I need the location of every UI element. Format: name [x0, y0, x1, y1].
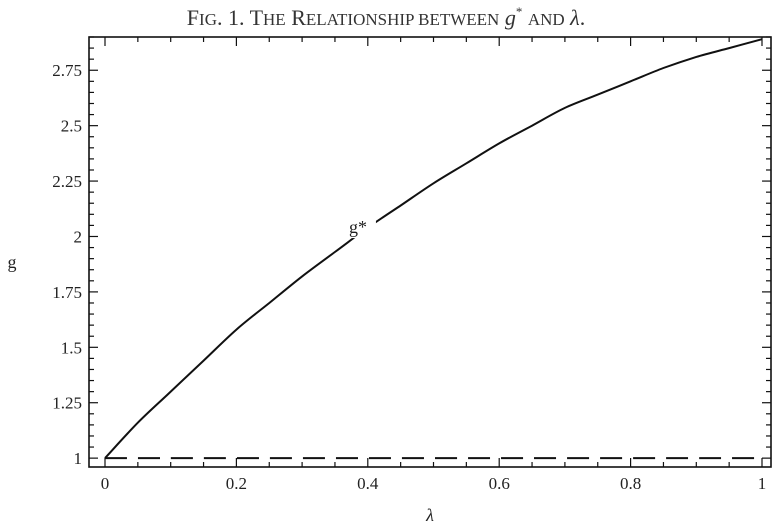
y-tick-label: 1.75	[52, 283, 82, 302]
x-tick-label: 0.2	[226, 474, 247, 493]
x-tick-label: 0.8	[620, 474, 641, 493]
series-line-g-star	[104, 38, 763, 459]
y-tick-labels: 1 1.25 1.5 1.75 2 2.25 2.5 2.75	[52, 61, 82, 468]
x-tick-label: 0.4	[357, 474, 379, 493]
figure-title: FIG. 1. THE RELATIONSHIP BETWEEN g* AND …	[187, 4, 585, 30]
title-part: .	[580, 5, 586, 30]
y-tick-label: 2.75	[52, 61, 82, 80]
series-group: g*	[104, 38, 763, 460]
x-tick-label: 0	[101, 474, 110, 493]
axis-ticks	[89, 36, 771, 467]
x-tick-label: 1	[758, 474, 767, 493]
title-part: R	[286, 5, 307, 30]
title-part: AND	[528, 10, 565, 29]
plot-frame	[88, 36, 772, 468]
title-part: HE	[263, 10, 286, 29]
y-tick-label: 2.25	[52, 172, 82, 191]
y-tick-label: 1.25	[52, 394, 82, 413]
title-part: *	[516, 4, 523, 19]
y-axis-label: g	[8, 252, 17, 272]
x-tick-label: 0.6	[489, 474, 510, 493]
y-tick-label: 1	[74, 449, 83, 468]
title-part: IG	[199, 10, 217, 29]
x-tick-labels: 0 0.2 0.4 0.6 0.8 1	[101, 474, 767, 493]
x-axis-label: λ	[425, 505, 434, 525]
title-part: . 1. T	[217, 5, 264, 30]
curve-label-g-star: g*	[349, 217, 367, 237]
curve-label-background	[339, 216, 376, 239]
title-part: λ	[569, 5, 580, 30]
y-tick-label: 1.5	[61, 338, 82, 357]
y-tick-label: 2.5	[61, 117, 82, 136]
y-tick-label: 2	[74, 227, 83, 246]
title-part: g	[505, 5, 516, 30]
title-part: ELATIONSHIP BETWEEN	[306, 10, 499, 29]
title-part: F	[187, 5, 199, 30]
